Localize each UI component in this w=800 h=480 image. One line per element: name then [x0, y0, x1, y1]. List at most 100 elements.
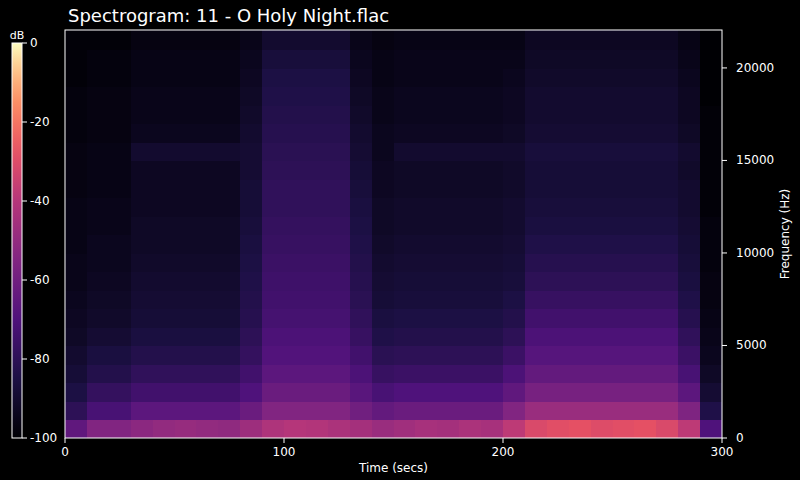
- cell: [481, 105, 504, 124]
- cell: [656, 253, 679, 272]
- cell: [394, 105, 417, 124]
- cell: [284, 142, 307, 161]
- cell: [372, 105, 395, 124]
- y-tick-label: 15000: [736, 153, 774, 167]
- cell: [437, 216, 460, 235]
- cell: [503, 234, 526, 253]
- cell: [394, 290, 417, 309]
- cell: [547, 308, 570, 327]
- cell: [372, 216, 395, 235]
- cell: [481, 86, 504, 105]
- cell: [109, 49, 132, 68]
- cell: [109, 308, 132, 327]
- colorbar-tick: [22, 201, 27, 202]
- cell: [153, 68, 176, 87]
- cell: [525, 216, 548, 235]
- cell: [240, 308, 263, 327]
- cell: [459, 86, 482, 105]
- cell: [240, 179, 263, 198]
- cell: [503, 327, 526, 346]
- cell: [328, 142, 351, 161]
- cell: [175, 382, 198, 401]
- cell: [109, 179, 132, 198]
- cell: [547, 401, 570, 420]
- cell: [109, 142, 132, 161]
- cell: [525, 364, 548, 383]
- cell: [196, 142, 219, 161]
- x-tick: [284, 438, 285, 443]
- y-tick-label: 5000: [736, 338, 767, 352]
- colorbar-tick-label: -60: [30, 273, 50, 287]
- cell: [306, 308, 329, 327]
- cell: [350, 49, 373, 68]
- colorbar-tick: [22, 43, 27, 44]
- cell: [569, 234, 592, 253]
- cell: [328, 364, 351, 383]
- cell: [153, 179, 176, 198]
- cell: [547, 49, 570, 68]
- cell: [262, 49, 285, 68]
- cell: [459, 382, 482, 401]
- cell: [415, 105, 438, 124]
- cell: [547, 327, 570, 346]
- cell: [262, 123, 285, 142]
- cell: [196, 197, 219, 216]
- cell: [240, 142, 263, 161]
- y-tick-label: 10000: [736, 246, 774, 260]
- cell: [569, 105, 592, 124]
- cell: [218, 345, 241, 364]
- cell: [262, 401, 285, 420]
- cell: [284, 253, 307, 272]
- cell: [700, 123, 722, 142]
- cell: [591, 160, 614, 179]
- cell: [65, 142, 88, 161]
- cell: [218, 382, 241, 401]
- cell: [109, 419, 132, 438]
- cell: [240, 160, 263, 179]
- cells: [65, 30, 722, 438]
- colorbar-tick-label: -40: [30, 194, 50, 208]
- cell: [415, 160, 438, 179]
- cell: [503, 160, 526, 179]
- cell: [306, 216, 329, 235]
- x-axis-label: Time (secs): [358, 461, 428, 475]
- cell: [394, 382, 417, 401]
- x-tick-label: 300: [711, 445, 734, 459]
- cell: [153, 142, 176, 161]
- cell: [65, 290, 88, 309]
- cell: [350, 160, 373, 179]
- cell: [262, 68, 285, 87]
- cell: [131, 290, 154, 309]
- cell: [306, 160, 329, 179]
- cell: [481, 308, 504, 327]
- y-tick: [722, 438, 727, 439]
- cell: [613, 86, 636, 105]
- cell: [218, 68, 241, 87]
- cell: [591, 401, 614, 420]
- cell: [372, 68, 395, 87]
- cell: [503, 345, 526, 364]
- cell: [153, 253, 176, 272]
- cell: [613, 197, 636, 216]
- cell: [547, 30, 570, 50]
- cell: [591, 290, 614, 309]
- cell: [218, 142, 241, 161]
- cell: [437, 401, 460, 420]
- plot-frame: [65, 30, 722, 438]
- cell: [87, 345, 110, 364]
- cell: [153, 290, 176, 309]
- cell: [65, 105, 88, 124]
- cell: [240, 253, 263, 272]
- cell: [525, 49, 548, 68]
- cell: [284, 382, 307, 401]
- cell: [656, 308, 679, 327]
- cell: [459, 142, 482, 161]
- cell: [65, 179, 88, 198]
- cell: [175, 30, 198, 50]
- cell: [481, 216, 504, 235]
- cell: [109, 364, 132, 383]
- cell: [262, 382, 285, 401]
- cell: [350, 234, 373, 253]
- cell: [481, 327, 504, 346]
- cell: [700, 160, 722, 179]
